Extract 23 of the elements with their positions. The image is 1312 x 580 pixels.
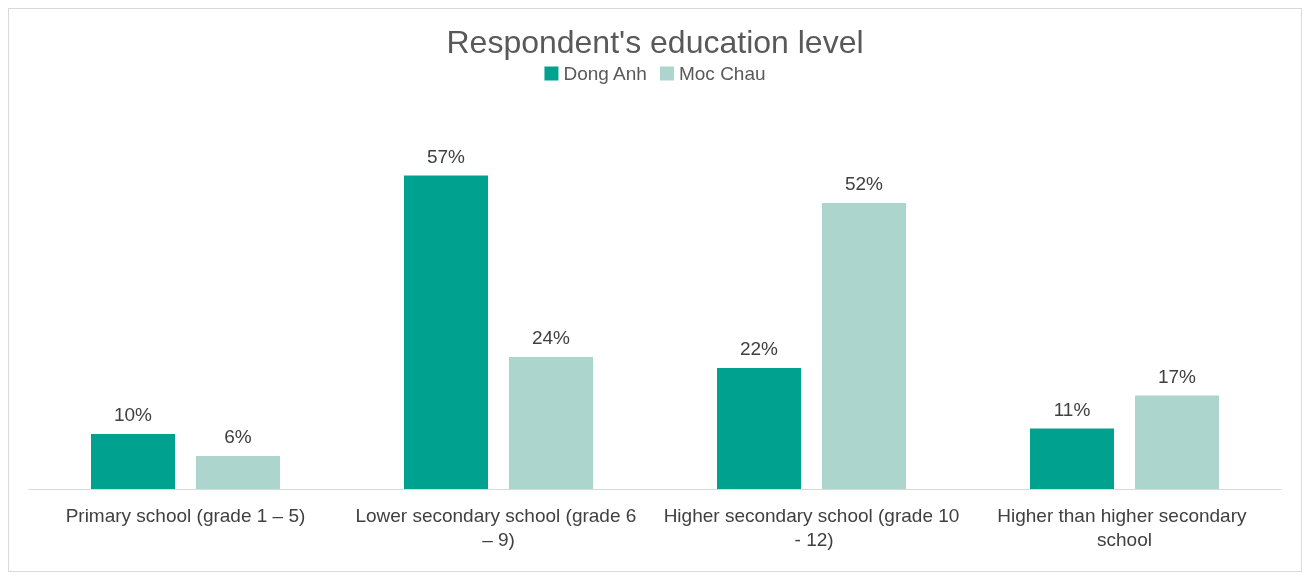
data-label: 10% [113, 404, 153, 425]
bar [404, 175, 488, 489]
bar [509, 357, 593, 489]
x-tick-label: Higher secondary school (grade 10 - 12) [663, 504, 960, 550]
bar [717, 368, 801, 489]
legend-label: Dong Anh [563, 63, 647, 84]
data-label: 6% [224, 426, 252, 447]
data-label: 24% [531, 327, 571, 348]
x-tick-label: Lower secondary school (grade 6 – 9) [355, 504, 642, 550]
data-label: 57% [426, 145, 466, 167]
bar [822, 203, 906, 489]
data-label: 52% [844, 173, 884, 194]
bar [196, 456, 280, 489]
bar [1135, 395, 1219, 489]
data-label: 17% [1157, 365, 1197, 387]
data-label: 22% [739, 338, 779, 359]
chart-title: Respondent's education level [446, 24, 864, 60]
legend-label: Moc Chau [678, 63, 766, 84]
x-tick-label: Higher than higher secondary school [997, 504, 1252, 550]
bar [1030, 428, 1114, 489]
data-label: 11% [1053, 398, 1091, 420]
bar [91, 434, 175, 489]
x-tick-label: Primary school (grade 1 – 5) [65, 504, 306, 526]
